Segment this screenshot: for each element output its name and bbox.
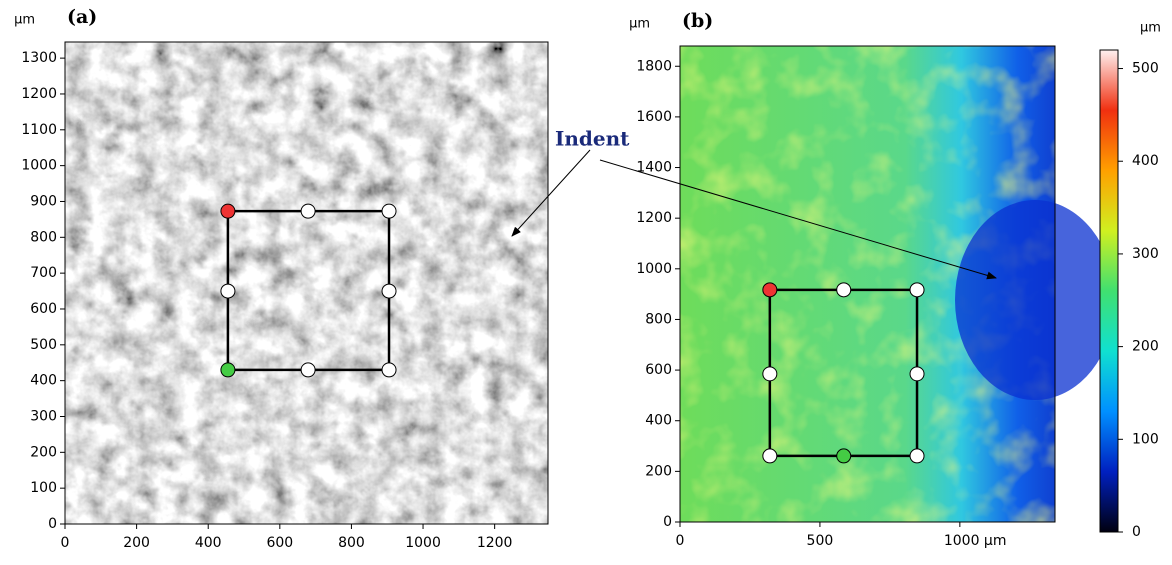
point xyxy=(381,203,397,219)
y-tick-label: 1300 xyxy=(21,50,57,66)
x-tick-label: 500 xyxy=(807,533,834,549)
arrow xyxy=(599,159,997,280)
point xyxy=(836,448,852,464)
panel-label: (b) xyxy=(682,10,713,32)
point xyxy=(220,283,236,299)
x-tick-label: 600 xyxy=(266,535,293,551)
point xyxy=(909,448,925,464)
y-tick-label: 200 xyxy=(645,463,672,479)
point xyxy=(762,448,778,464)
y-tick-label: 400 xyxy=(645,413,672,429)
colorbar xyxy=(1099,49,1119,533)
x-tick-label: 1200 xyxy=(477,535,513,551)
indent-region xyxy=(955,200,1115,400)
y-tick-label: 0 xyxy=(48,516,57,532)
y-tick-label: 1600 xyxy=(636,109,672,125)
y-tick-label: 0 xyxy=(663,514,672,530)
panel-label: (a) xyxy=(67,6,97,28)
point xyxy=(909,366,925,382)
colorbar-tick-label: 200 xyxy=(1132,339,1159,355)
colorbar-tick-label: 400 xyxy=(1132,153,1159,169)
y-tick-label: 1200 xyxy=(636,210,672,226)
y-tick-label: 900 xyxy=(30,193,57,209)
x-tick-label: 800 xyxy=(338,535,365,551)
y-tick-label: 600 xyxy=(30,301,57,317)
frame xyxy=(679,45,1056,523)
y-tick-label: 300 xyxy=(30,408,57,424)
point xyxy=(220,362,236,378)
y-tick-label: 100 xyxy=(30,480,57,496)
point xyxy=(836,282,852,298)
y-tick-label: 1000 xyxy=(636,261,672,277)
colorbar-tick-label: 500 xyxy=(1132,61,1159,77)
colorbar-tick-label: 100 xyxy=(1132,431,1159,447)
y-tick-label: 400 xyxy=(30,373,57,389)
point xyxy=(220,203,236,219)
colorbar-tick-label: 300 xyxy=(1132,246,1159,262)
point xyxy=(300,362,316,378)
y-tick-label: 800 xyxy=(645,311,672,327)
x-tick-label: 200 xyxy=(123,535,150,551)
x-tick-label: 0 xyxy=(676,533,685,549)
y-tick-label: 200 xyxy=(30,444,57,460)
colorbar-tick-label: 0 xyxy=(1132,524,1141,540)
arrow xyxy=(511,149,591,237)
y-tick-label: 800 xyxy=(30,229,57,245)
x-tick-label: 1000 µm xyxy=(944,533,1007,549)
x-tick-label: 0 xyxy=(61,535,70,551)
x-tick-label: 400 xyxy=(195,535,222,551)
y-tick-label: 1400 xyxy=(636,160,672,176)
y-unit: µm xyxy=(629,17,650,32)
point xyxy=(300,203,316,219)
y-tick-label: 500 xyxy=(30,337,57,353)
frame xyxy=(64,41,549,525)
point xyxy=(381,283,397,299)
point xyxy=(909,282,925,298)
annotation: Indent xyxy=(555,127,630,151)
x-tick-label: 1000 xyxy=(405,535,441,551)
y-tick-label: 700 xyxy=(30,265,57,281)
y-tick-label: 1000 xyxy=(21,158,57,174)
y-unit: µm xyxy=(14,13,35,28)
y-tick-label: 600 xyxy=(645,362,672,378)
point xyxy=(762,282,778,298)
point xyxy=(381,362,397,378)
y-tick-label: 1800 xyxy=(636,58,672,74)
colorbar-unit: µm xyxy=(1140,21,1161,36)
point xyxy=(762,366,778,382)
sem-image xyxy=(65,42,548,524)
y-tick-label: 1100 xyxy=(21,122,57,138)
y-tick-label: 1200 xyxy=(21,86,57,102)
